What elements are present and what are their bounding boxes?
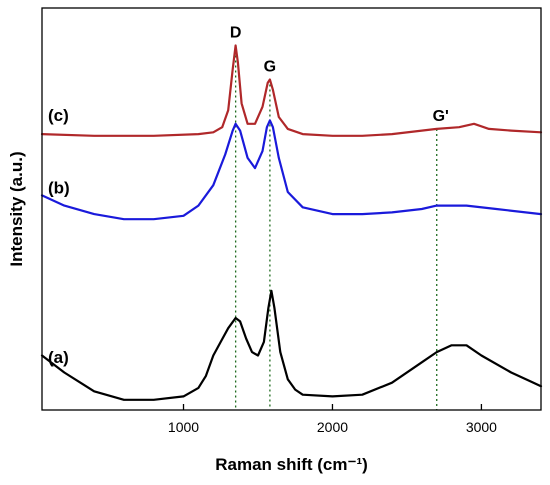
x-axis-title: Raman shift (cm⁻¹) bbox=[215, 455, 368, 474]
x-tick-label-1: 2000 bbox=[317, 419, 348, 435]
peak-guide-lines bbox=[234, 45, 438, 410]
curve-label-1: (b) bbox=[48, 179, 70, 198]
plot-frame bbox=[41, 7, 542, 411]
peak-label-1: G bbox=[264, 59, 276, 76]
peak-label-2: G' bbox=[433, 108, 449, 125]
y-axis-title: Intensity (a.u.) bbox=[7, 151, 26, 266]
x-tick-label-2: 3000 bbox=[466, 419, 497, 435]
curve-label-2: (c) bbox=[48, 106, 69, 125]
annotations-layer: D G G' (a) (b) (c) bbox=[48, 24, 449, 367]
series-line-1 bbox=[40, 119, 543, 221]
x-axis-ticks: 1000 2000 3000 bbox=[168, 404, 497, 435]
x-tick-label-0: 1000 bbox=[168, 419, 199, 435]
series-layer bbox=[40, 44, 543, 401]
series-line-0 bbox=[40, 289, 543, 401]
curve-label-0: (a) bbox=[48, 348, 69, 367]
peak-label-0: D bbox=[230, 24, 242, 41]
series-line-2 bbox=[40, 44, 543, 137]
